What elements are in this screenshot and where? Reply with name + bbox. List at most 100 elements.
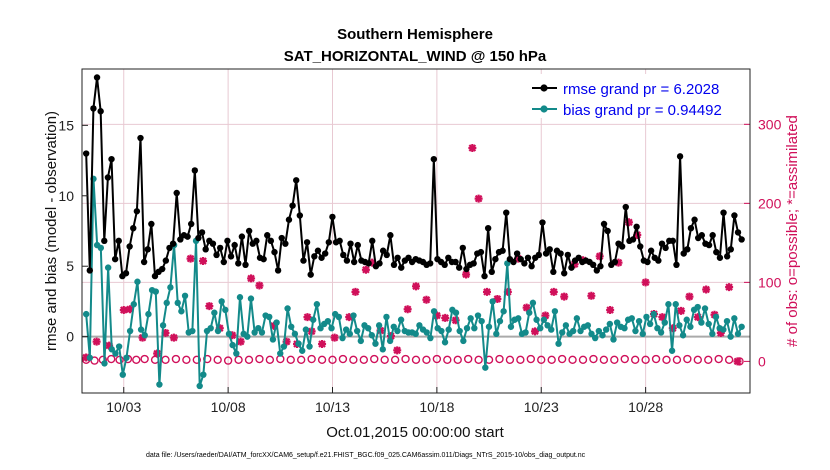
obs-possible-marker: [724, 355, 734, 365]
bias-data-point: [555, 340, 562, 347]
rmse-data-point: [387, 232, 394, 239]
rmse-data-point: [684, 246, 691, 253]
obs-assimilated-marker: [570, 260, 579, 269]
rmse-data-point: [151, 272, 159, 280]
x-tick-label: 10/08: [211, 399, 246, 415]
obs-possible-marker: [453, 355, 462, 365]
rmse-data-point: [390, 261, 398, 269]
bias-data-point: [350, 312, 357, 319]
x-tick-label: 10/03: [106, 399, 141, 415]
bias-data-point: [482, 364, 489, 371]
legend-rmse-label: rmse grand pr = 6.2028: [563, 81, 719, 98]
bias-data-point: [606, 320, 614, 328]
rmse-data-point: [539, 219, 546, 226]
rmse-data-point: [492, 255, 499, 263]
rmse-data-point: [597, 263, 604, 270]
rmse-data-point: [488, 268, 495, 276]
rmse-data-point: [517, 255, 524, 263]
obs-assimilated-marker: [330, 333, 339, 342]
bias-data-point: [357, 337, 365, 345]
bias-data-point: [214, 327, 222, 335]
obs-possible-marker: [286, 355, 295, 365]
y-right-axis-label: # of obs: o=possible; *=assimilated: [784, 115, 801, 347]
rmse-data-point: [405, 254, 412, 261]
bias-data-point: [676, 322, 683, 329]
bias-data-point: [515, 315, 522, 322]
bias-data-point: [551, 308, 559, 315]
bias-data-point: [731, 315, 738, 322]
rmse-data-point: [343, 257, 351, 264]
obs-assimilated-marker: [482, 287, 491, 296]
data-file-footnote: data file: /Users/raeder/DAI/ATM_forcXX/…: [146, 452, 586, 459]
rmse-data-point: [184, 233, 191, 240]
rmse-data-point: [93, 74, 101, 81]
bias-data-point: [273, 319, 280, 326]
rmse-data-point: [734, 229, 742, 236]
bias-data-point: [324, 317, 332, 325]
bias-data-point: [570, 327, 577, 335]
bias-data-point: [423, 329, 430, 336]
bias-data-point: [207, 325, 214, 332]
obs-assimilated-marker: [606, 306, 615, 315]
rmse-data-point: [260, 255, 267, 263]
bias-data-point: [456, 327, 463, 335]
rmse-data-point: [376, 260, 383, 267]
obs-possible-marker: [610, 355, 619, 365]
bias-data-point: [723, 317, 731, 325]
rmse-data-point: [191, 167, 199, 174]
bias-data-point: [632, 327, 639, 335]
rmse-data-point: [593, 267, 600, 274]
rmse-data-point: [738, 236, 745, 243]
rmse-data-point: [503, 209, 510, 216]
bias-data-point: [156, 381, 163, 388]
bias-data-point: [672, 301, 679, 308]
obs-assimilated-marker: [153, 349, 162, 358]
rmse-data-point: [97, 108, 104, 115]
obs-assimilated-marker: [522, 303, 531, 312]
obs-possible-marker: [526, 354, 536, 364]
rmse-data-point: [126, 243, 133, 250]
bias-data-point: [602, 326, 610, 333]
rmse-data-point: [680, 250, 687, 257]
y-right-ticks: 0 100 200 300: [744, 116, 782, 369]
bias-data-point: [306, 343, 313, 350]
obs-assimilated-marker: [668, 324, 677, 333]
bias-data-point: [548, 326, 555, 333]
obs-possible-marker: [401, 354, 410, 364]
rmse-data-point: [629, 236, 637, 243]
obs-possible-marker: [171, 354, 181, 364]
rmse-data-point: [350, 258, 358, 266]
bias-data-point: [639, 330, 646, 338]
obs-assimilated-marker: [270, 321, 279, 330]
bias-data-point: [460, 337, 467, 345]
rmse-data-point: [698, 232, 706, 239]
rmse-data-point: [705, 241, 713, 249]
y-ticks: 0 5 10 15: [58, 117, 88, 345]
obs-assimilated-marker: [215, 324, 224, 333]
bias-data-point: [452, 309, 460, 316]
obs-assimilated-marker: [493, 294, 502, 303]
bias-data-point: [643, 313, 650, 321]
bias-data-point: [562, 322, 570, 329]
bias-data-point: [269, 336, 277, 343]
bias-data-point: [493, 330, 500, 338]
obs-possible-marker: [568, 355, 577, 365]
rmse-data-point: [542, 250, 550, 257]
rmse-data-point: [111, 255, 119, 263]
bias-data-point: [97, 244, 105, 252]
y-right-tick-label: 100: [758, 274, 782, 290]
bias-data-point: [734, 330, 742, 338]
obs-possible-marker: [651, 354, 661, 364]
chart-subtitle: SAT_HORIZONTAL_WIND @ 150 hPa: [284, 48, 547, 65]
obs-possible-marker: [505, 355, 515, 365]
obs-possible-marker: [192, 355, 202, 365]
obs-assimilated-marker: [702, 285, 711, 294]
bias-data-point: [661, 319, 668, 326]
bias-data-point: [720, 326, 727, 333]
rmse-data-point: [513, 250, 521, 257]
bias-data-point: [82, 310, 90, 318]
obs-possible-marker: [380, 355, 389, 365]
bias-data-point: [397, 316, 405, 323]
rmse-data-point: [169, 240, 177, 247]
rmse-data-point: [253, 237, 260, 245]
